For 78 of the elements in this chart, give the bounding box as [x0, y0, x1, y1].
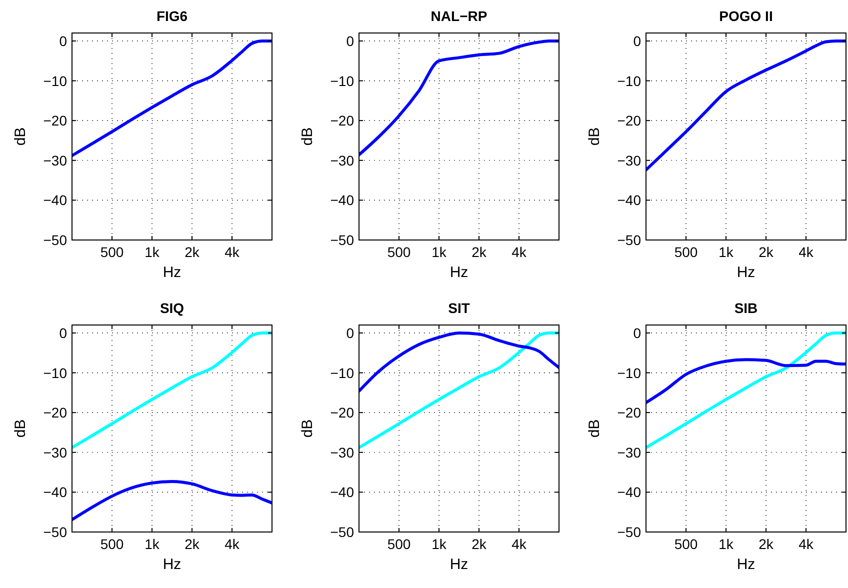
y-tick-label: −40 — [330, 484, 354, 500]
x-tick-label: 2k — [758, 536, 774, 552]
x-axis-title: Hz — [736, 556, 756, 573]
y-tick-label: 0 — [59, 324, 68, 341]
x-axis-title: Hz — [162, 264, 182, 281]
y-tick-label: −10 — [43, 72, 68, 89]
y-tick-label: −20 — [330, 404, 354, 421]
x-tick-label: 1k — [718, 244, 734, 260]
y-axis-title: dB — [299, 127, 316, 146]
y-tick-label: −50 — [43, 232, 68, 248]
y-axis-title: dB — [12, 419, 29, 438]
y-axis-title: dB — [299, 419, 316, 438]
x-tick-label: 4k — [512, 536, 528, 552]
y-tick-label: −30 — [43, 444, 68, 460]
x-tick-label: 2k — [472, 536, 488, 552]
x-tick-label: 2k — [472, 244, 488, 260]
chart-title: POGO II — [719, 8, 773, 24]
chart-title: SIB — [734, 300, 758, 316]
x-axis-title: Hz — [450, 556, 468, 573]
y-tick-label: −20 — [43, 404, 68, 421]
y-tick-label: −50 — [617, 232, 642, 248]
y-tick-label: −40 — [617, 484, 642, 500]
x-tick-label: 500 — [387, 536, 411, 552]
x-axis-title: Hz — [162, 556, 182, 573]
y-tick-label: −20 — [43, 112, 68, 129]
x-tick-label: 500 — [100, 536, 124, 552]
chart-title: FIG6 — [156, 8, 188, 24]
x-tick-label: 4k — [798, 244, 814, 260]
y-tick-label: −50 — [43, 524, 68, 540]
x-tick-label: 2k — [758, 244, 774, 260]
y-tick-label: −50 — [330, 524, 354, 540]
chart-title: SIT — [448, 300, 470, 316]
x-tick-label: 1k — [432, 536, 448, 552]
y-tick-label: −10 — [330, 364, 354, 381]
x-axis-title: Hz — [736, 264, 756, 281]
x-tick-label: 2k — [184, 536, 200, 552]
y-tick-label: −20 — [617, 112, 642, 129]
y-tick-label: 0 — [633, 32, 642, 49]
y-tick-label: −50 — [330, 232, 354, 248]
chart-title: SIQ — [160, 300, 184, 316]
x-tick-label: 1k — [144, 536, 160, 552]
y-axis-title: dB — [586, 419, 603, 438]
y-tick-label: −30 — [43, 152, 68, 168]
y-tick-label: 0 — [346, 32, 354, 49]
y-tick-label: −30 — [617, 444, 642, 460]
x-tick-label: 500 — [674, 244, 698, 260]
y-tick-label: −20 — [330, 112, 354, 129]
x-tick-label: 4k — [512, 244, 528, 260]
y-tick-label: −40 — [43, 192, 68, 208]
y-tick-label: 0 — [346, 324, 354, 341]
y-tick-label: −40 — [43, 484, 68, 500]
y-tick-label: −10 — [330, 72, 354, 89]
y-tick-label: −30 — [330, 152, 354, 168]
y-tick-label: −20 — [617, 404, 642, 421]
x-tick-label: 1k — [144, 244, 160, 260]
y-tick-label: −10 — [617, 364, 642, 381]
x-tick-label: 2k — [184, 244, 200, 260]
x-tick-label: 4k — [224, 536, 240, 552]
y-tick-label: −10 — [43, 364, 68, 381]
x-tick-label: 4k — [224, 244, 240, 260]
x-tick-label: 500 — [387, 244, 411, 260]
y-tick-label: −30 — [617, 152, 642, 168]
x-tick-label: 1k — [718, 536, 734, 552]
y-axis-title: dB — [586, 127, 603, 146]
y-tick-label: 0 — [633, 324, 642, 341]
x-tick-label: 500 — [674, 536, 698, 552]
y-tick-label: −40 — [617, 192, 642, 208]
y-tick-label: −30 — [330, 444, 354, 460]
y-tick-label: −10 — [617, 72, 642, 89]
x-tick-label: 500 — [100, 244, 124, 260]
chart-title: NAL−RP — [430, 8, 488, 24]
x-tick-label: 1k — [432, 244, 448, 260]
y-axis-title: dB — [12, 127, 29, 146]
x-axis-title: Hz — [450, 264, 468, 281]
x-tick-label: 4k — [798, 536, 814, 552]
y-tick-label: −50 — [617, 524, 642, 540]
y-tick-label: 0 — [59, 32, 68, 49]
y-tick-label: −40 — [330, 192, 354, 208]
